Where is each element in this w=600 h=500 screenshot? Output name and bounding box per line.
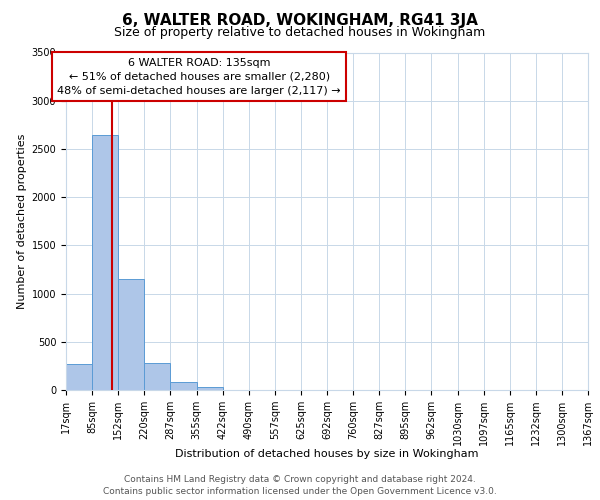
Bar <box>92 136 118 390</box>
Text: 6 WALTER ROAD: 135sqm
← 51% of detached houses are smaller (2,280)
48% of semi-d: 6 WALTER ROAD: 135sqm ← 51% of detached … <box>57 58 341 96</box>
Bar <box>145 364 170 390</box>
Y-axis label: Number of detached properties: Number of detached properties <box>17 134 28 309</box>
Text: Size of property relative to detached houses in Wokingham: Size of property relative to detached ho… <box>115 26 485 39</box>
Bar <box>66 364 92 390</box>
Bar <box>197 386 223 390</box>
Text: Contains HM Land Registry data © Crown copyright and database right 2024.
Contai: Contains HM Land Registry data © Crown c… <box>103 474 497 496</box>
Bar <box>118 279 145 390</box>
X-axis label: Distribution of detached houses by size in Wokingham: Distribution of detached houses by size … <box>175 450 479 460</box>
Bar <box>170 382 197 390</box>
Text: 6, WALTER ROAD, WOKINGHAM, RG41 3JA: 6, WALTER ROAD, WOKINGHAM, RG41 3JA <box>122 12 478 28</box>
